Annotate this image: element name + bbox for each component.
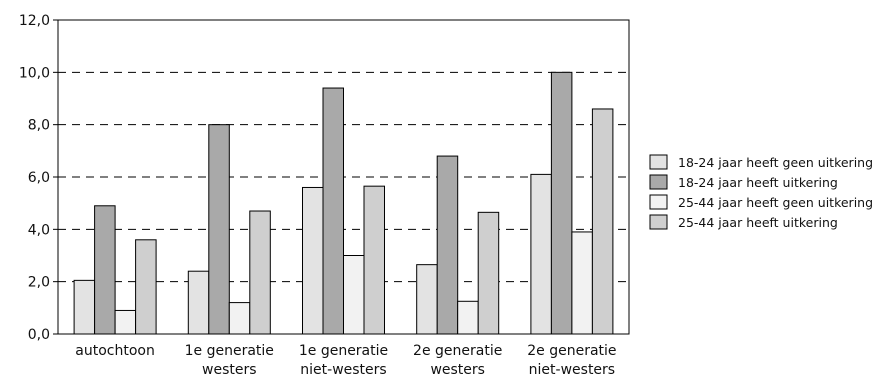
y-tick-label: 6,0 — [28, 170, 50, 186]
legend-label: 18-24 jaar heeft geen uitkering — [678, 155, 873, 170]
bar — [322, 87, 344, 335]
bar — [550, 71, 573, 335]
bar — [477, 211, 500, 335]
x-category-label: 1e generatie niet-westers — [299, 343, 388, 378]
bar — [73, 279, 96, 335]
y-axis-ticks: 0,0 2,0 4,0 6,0 8,0 10,0 12,0 — [19, 13, 58, 343]
bar — [530, 173, 552, 335]
bar — [228, 302, 251, 335]
x-category-label: 2e generatie niet-westers — [527, 343, 616, 378]
legend-swatch — [649, 194, 668, 210]
bar — [363, 185, 385, 335]
legend: 18-24 jaar heeft geen uitkering 18-24 jaa… — [649, 154, 873, 230]
legend-swatch — [649, 174, 668, 190]
y-tick-label: 8,0 — [28, 118, 50, 134]
bar — [591, 108, 614, 335]
y-tick-label: 0,0 — [28, 327, 50, 343]
x-category-label: autochtoon — [75, 343, 155, 359]
legend-label: 25-44 jaar heeft uitkering — [678, 215, 838, 230]
bar — [302, 186, 324, 335]
bar — [343, 255, 365, 335]
bar — [135, 239, 157, 335]
y-tick-label: 2,0 — [28, 275, 50, 291]
legend-swatch — [649, 214, 668, 230]
bar — [208, 124, 230, 335]
legend-label: 25-44 jaar heeft geen uitkering — [678, 195, 873, 210]
bar — [114, 309, 137, 335]
legend-swatch — [649, 154, 668, 170]
x-category-label: 2e generatie westers — [413, 343, 502, 378]
x-category-label: 1e generatie westers — [185, 343, 274, 378]
x-axis-categories: autochtoon 1e generatie westers 1e generati… — [75, 343, 616, 378]
bar — [457, 300, 479, 335]
y-tick-label: 10,0 — [19, 65, 50, 81]
bars — [73, 71, 614, 335]
bar — [94, 205, 116, 335]
bar — [416, 264, 438, 335]
bar — [187, 270, 210, 335]
legend-label: 18-24 jaar heeft uitkering — [678, 175, 838, 190]
bar — [249, 210, 271, 335]
bar — [436, 155, 459, 335]
bar — [571, 231, 593, 335]
y-tick-label: 12,0 — [19, 13, 50, 29]
y-tick-label: 4,0 — [28, 222, 50, 238]
